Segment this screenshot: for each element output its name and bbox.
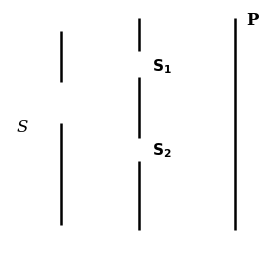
Text: S: S (16, 120, 28, 136)
Text: $\mathbf{S_2}$: $\mathbf{S_2}$ (152, 142, 172, 161)
Text: P: P (247, 12, 259, 29)
Text: $\mathbf{S_1}$: $\mathbf{S_1}$ (152, 57, 172, 76)
